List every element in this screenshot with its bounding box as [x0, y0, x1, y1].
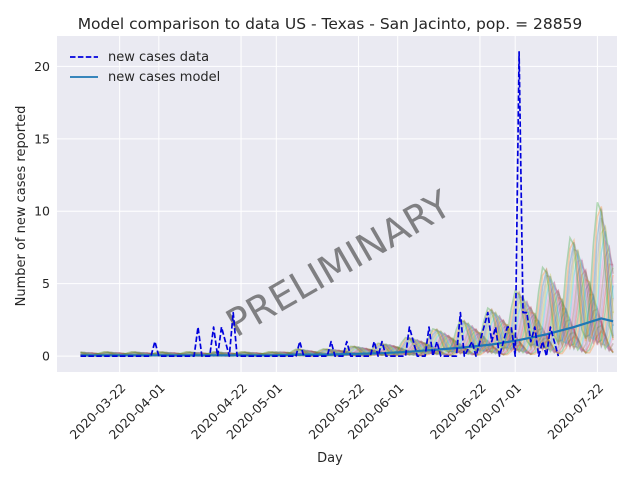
- data-point-0-10: [221, 326, 223, 328]
- data-point-0-43: [483, 326, 485, 328]
- data-point-0-20: [334, 355, 336, 357]
- data-point-0-9: [217, 355, 219, 357]
- data-point-0-53: [522, 312, 524, 314]
- data-point-0-46: [495, 326, 497, 328]
- legend-label-data: new cases data: [108, 50, 209, 65]
- legend: new cases data new cases model: [70, 50, 220, 85]
- data-point-1-18: [573, 326, 575, 328]
- data-point-0-32: [416, 355, 418, 357]
- data-point-0-22: [346, 341, 348, 343]
- data-point-0-34: [428, 326, 430, 328]
- data-point-0-37: [440, 355, 442, 357]
- ensemble-trajectory-19: [80, 208, 614, 357]
- data-point-0-48: [503, 341, 505, 343]
- data-point-0-49: [506, 326, 508, 328]
- data-point-0-61: [553, 341, 555, 343]
- data-point-0-5: [197, 326, 199, 328]
- data-point-1-15: [491, 344, 493, 346]
- data-point-0-39: [460, 312, 462, 314]
- data-point-1-20: [612, 320, 614, 322]
- data-point-0-55: [530, 341, 532, 343]
- data-point-0-52: [518, 51, 520, 53]
- y-tick-label-5: 5: [42, 276, 50, 291]
- data-point-0-19: [330, 341, 332, 343]
- data-point-0-60: [550, 326, 552, 328]
- data-point-0-62: [557, 355, 559, 357]
- data-point-0-23: [350, 355, 352, 357]
- data-point-0-50: [510, 326, 512, 328]
- data-point-0-6: [201, 355, 203, 357]
- data-point-1-11: [381, 352, 383, 354]
- data-point-0-24: [369, 355, 371, 357]
- y-tick-label-20: 20: [34, 59, 50, 74]
- data-point-0-16: [299, 341, 301, 343]
- data-point-1-13: [436, 349, 438, 351]
- data-point-0-38: [456, 355, 458, 357]
- y-tick-labels: 0 5 10 15 20: [34, 59, 50, 364]
- data-point-0-7: [209, 355, 211, 357]
- data-point-0-41: [471, 341, 473, 343]
- data-point-0-45: [491, 341, 493, 343]
- data-point-1-17: [546, 333, 548, 335]
- data-point-1-19: [600, 318, 602, 320]
- legend-label-model: new cases model: [108, 70, 220, 85]
- data-point-0-40: [463, 355, 465, 357]
- data-point-0-14: [236, 355, 238, 357]
- data-point-0-11: [225, 341, 227, 343]
- data-point-0-8: [213, 326, 215, 328]
- data-point-0-57: [538, 355, 540, 357]
- data-point-0-21: [342, 355, 344, 357]
- data-point-0-30: [409, 326, 411, 328]
- y-tick-label-10: 10: [34, 204, 50, 219]
- ensemble-trajectory-14: [80, 244, 614, 357]
- series-layer: [80, 51, 614, 357]
- data-point-0-59: [546, 355, 548, 357]
- data-point-0-36: [436, 341, 438, 343]
- data-point-1-10: [354, 353, 356, 355]
- data-point-0-12: [228, 355, 230, 357]
- ensemble-trajectory-15: [80, 239, 614, 357]
- data-point-1-16: [518, 339, 520, 341]
- chart-title: Model comparison to data US - Texas - Sa…: [78, 15, 583, 33]
- y-tick-label-0: 0: [42, 349, 50, 364]
- data-point-0-26: [377, 355, 379, 357]
- data-point-0-31: [413, 341, 415, 343]
- data-point-0-3: [158, 355, 160, 357]
- data-point-0-51: [514, 355, 516, 357]
- plot-area: [57, 36, 617, 372]
- data-point-1-8: [299, 354, 301, 356]
- data-point-0-25: [373, 341, 375, 343]
- data-point-0-18: [326, 355, 328, 357]
- data-point-0-0: [80, 355, 82, 357]
- data-point-0-44: [487, 312, 489, 314]
- x-tick-label-2020-07-22: 2020-07-22: [544, 380, 606, 442]
- data-point-1-12: [409, 351, 411, 353]
- data-point-0-56: [534, 326, 536, 328]
- x-axis-label: Day: [317, 451, 343, 466]
- y-tick-label-15: 15: [34, 131, 50, 146]
- data-point-0-33: [424, 355, 426, 357]
- data-point-0-13: [232, 312, 234, 314]
- data-point-0-35: [432, 355, 434, 357]
- series-line-new-cases-data: [80, 51, 560, 357]
- data-point-0-47: [499, 355, 501, 357]
- data-point-0-17: [303, 355, 305, 357]
- data-point-0-4: [193, 355, 195, 357]
- data-point-0-54: [526, 312, 528, 314]
- data-point-0-28: [385, 355, 387, 357]
- data-point-0-27: [381, 341, 383, 343]
- data-point-0-2: [154, 341, 156, 343]
- data-point-0-29: [405, 355, 407, 357]
- data-point-0-58: [542, 341, 544, 343]
- data-point-0-42: [475, 355, 477, 357]
- data-point-0-1: [150, 355, 152, 357]
- y-axis-label: Number of new cases reported: [14, 106, 29, 307]
- data-point-0-15: [295, 355, 297, 357]
- grid: [57, 36, 617, 372]
